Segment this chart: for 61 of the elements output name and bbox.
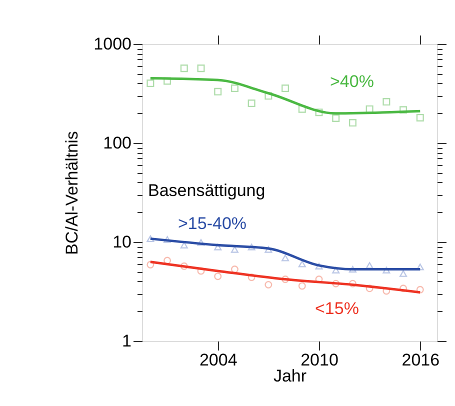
- point: [214, 88, 222, 96]
- point: [248, 274, 256, 282]
- point: [197, 64, 205, 72]
- point: [366, 105, 374, 113]
- point: [382, 98, 390, 106]
- point: [348, 266, 356, 273]
- point: [332, 280, 340, 288]
- line-series: [149, 76, 422, 115]
- point: [264, 280, 272, 289]
- point: [400, 284, 408, 292]
- point: [366, 262, 374, 269]
- point: [416, 264, 424, 270]
- point: [230, 266, 238, 274]
- point: [332, 114, 340, 122]
- series-label: <15%: [315, 299, 359, 318]
- point: [298, 260, 306, 268]
- point: [315, 262, 323, 270]
- point: [146, 80, 154, 88]
- point: [214, 244, 222, 250]
- point: [146, 235, 154, 242]
- point: [146, 260, 154, 268]
- point: [230, 84, 238, 92]
- point: [382, 266, 390, 274]
- point: [248, 244, 256, 250]
- point: [214, 272, 222, 280]
- point: [298, 282, 306, 290]
- point: [282, 254, 290, 262]
- point: [197, 239, 205, 246]
- x-tick-label: 2004: [199, 350, 238, 370]
- legend-title: Basensättigung: [148, 181, 266, 200]
- point: [180, 262, 188, 270]
- point: [197, 267, 205, 275]
- series-label: >15-40%: [178, 214, 247, 233]
- x-axis-title: Jahr: [273, 366, 307, 386]
- y-axis-title: BC/Al-Verhältnis: [62, 131, 82, 255]
- series-label: >40%: [330, 72, 374, 91]
- point: [248, 100, 256, 108]
- point: [264, 246, 272, 253]
- point: [400, 270, 408, 277]
- point: [282, 276, 290, 284]
- point: [348, 119, 356, 127]
- y-tick-label: 100: [103, 134, 132, 152]
- point: [264, 92, 272, 100]
- point: [400, 106, 408, 114]
- point: [164, 236, 172, 243]
- x-tick-label: 2016: [402, 350, 440, 370]
- y-tick-label: 1000: [94, 34, 132, 54]
- point: [416, 114, 424, 122]
- point: [416, 286, 424, 294]
- point: [366, 284, 374, 292]
- point: [230, 246, 238, 253]
- point: [180, 64, 188, 72]
- y-tick-label: 10: [112, 232, 132, 252]
- y-tick-label: 1: [122, 332, 132, 350]
- point: [282, 84, 290, 92]
- point: [348, 280, 356, 288]
- point: [332, 266, 340, 274]
- x-tick-label: 2010: [300, 350, 338, 370]
- point: [315, 108, 323, 116]
- point: [164, 256, 172, 264]
- line-series: [149, 260, 422, 294]
